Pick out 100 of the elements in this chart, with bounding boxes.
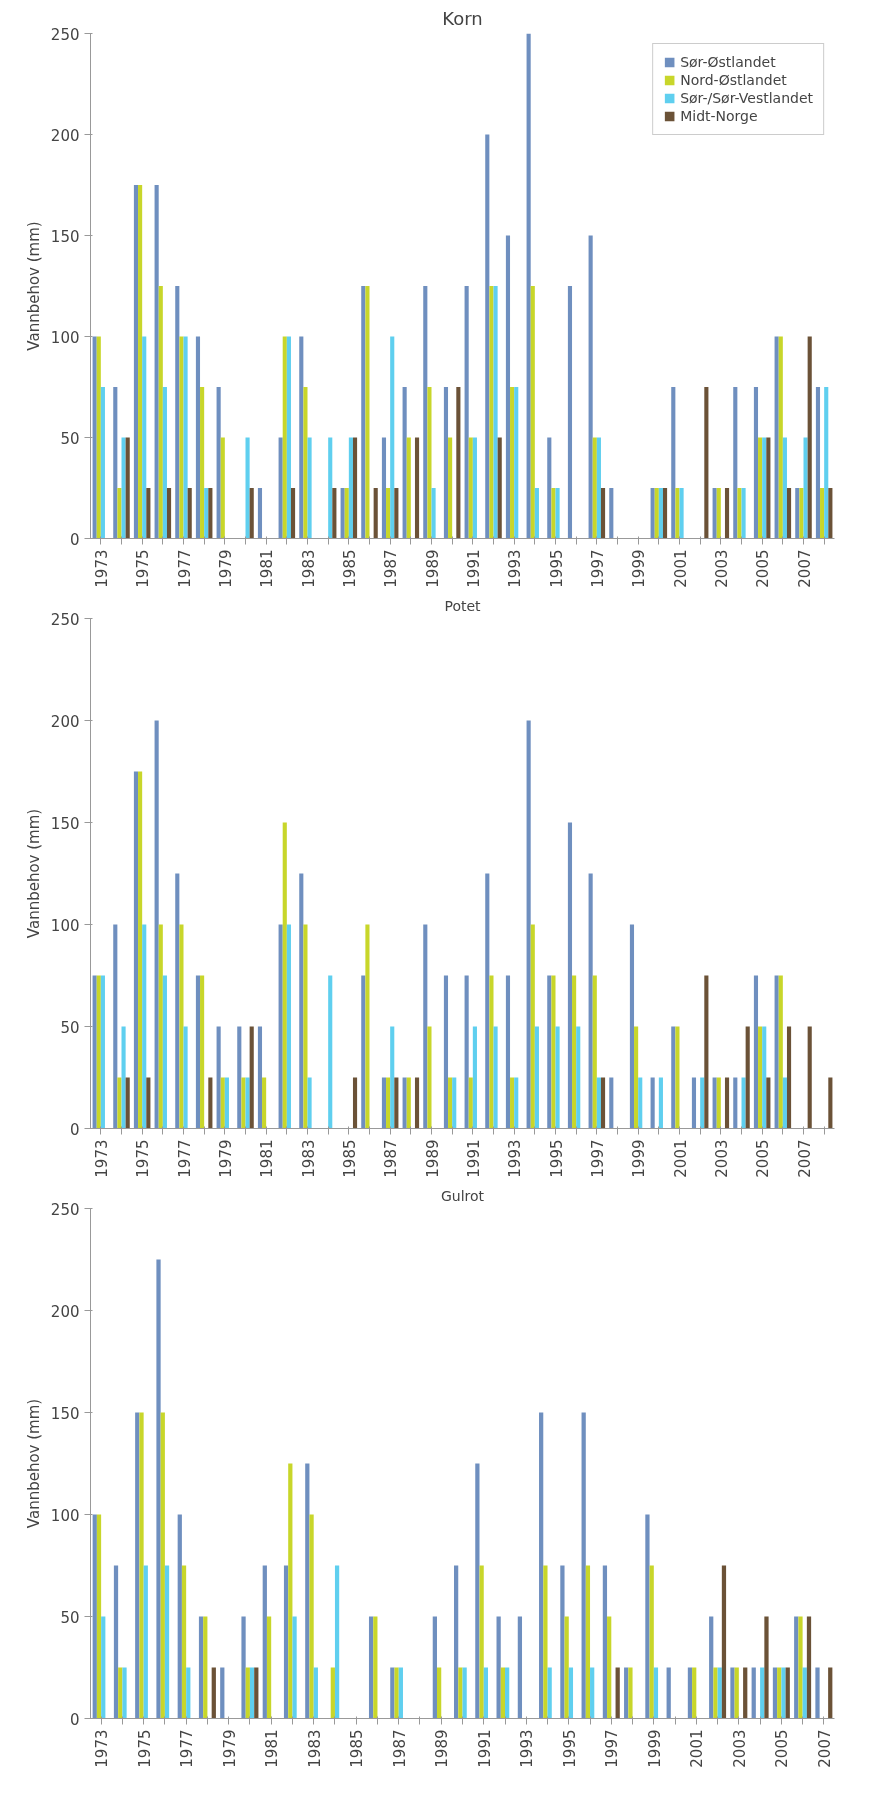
x-tick-label: 1993 (506, 1139, 525, 1178)
bar (596, 437, 601, 539)
bar (245, 1667, 250, 1719)
y-tick-label: 150 (50, 1404, 80, 1423)
bar (588, 235, 593, 539)
bar (483, 1667, 489, 1719)
bar (576, 1026, 581, 1129)
bar (368, 1616, 374, 1719)
bar (555, 1026, 560, 1129)
bar (402, 387, 407, 539)
bar (361, 286, 366, 539)
bar (786, 1026, 792, 1129)
chart-title: Korn (442, 7, 483, 29)
x-tick-label: 1999 (630, 1139, 649, 1178)
bar (489, 286, 494, 539)
y-tick-label: 0 (69, 1120, 80, 1139)
bar (113, 924, 118, 1129)
bar (675, 488, 680, 539)
bar (671, 387, 676, 539)
y-tick-label: 100 (50, 328, 80, 347)
bar (452, 1077, 457, 1129)
x-tick-label: 1981 (263, 1729, 282, 1768)
bar (510, 387, 515, 539)
bar (262, 1077, 267, 1129)
bar (330, 1667, 335, 1719)
bar (737, 488, 742, 539)
bar (649, 1565, 654, 1719)
bar (530, 924, 535, 1129)
bar (500, 1667, 506, 1719)
y-tick-label: 50 (60, 1018, 80, 1037)
x-tick-label: 2001 (688, 1729, 707, 1768)
x-tick-label: 1985 (340, 549, 359, 588)
bar (675, 1026, 680, 1129)
bar (299, 873, 304, 1129)
bar (526, 33, 531, 539)
bar (414, 1077, 420, 1129)
bar (468, 1077, 473, 1129)
bar (162, 975, 167, 1129)
bar (766, 437, 771, 539)
x-tick-label: 1995 (560, 1729, 579, 1768)
bar (712, 1077, 717, 1129)
x-tick-label: 2003 (712, 549, 731, 588)
bar (539, 1412, 544, 1719)
bar (713, 1667, 718, 1719)
bar (328, 975, 333, 1129)
bar (220, 1077, 225, 1129)
bar (288, 1463, 293, 1719)
bar (479, 1565, 484, 1719)
x-tick-label: 1991 (464, 549, 483, 588)
x-tick-label: 1987 (390, 1729, 409, 1768)
x-tick-label: 1995 (547, 1139, 566, 1178)
x-tick-label: 2007 (795, 1139, 814, 1178)
bar (427, 1026, 432, 1129)
bar (815, 1667, 820, 1719)
bar (645, 1514, 650, 1719)
x-tick-label: 1977 (175, 1139, 194, 1178)
bar (568, 1667, 574, 1719)
bar (138, 771, 143, 1129)
bar (709, 1616, 714, 1719)
bar (588, 873, 593, 1129)
bar (795, 488, 800, 539)
bar (629, 924, 635, 1129)
bar (774, 336, 779, 539)
bar (704, 975, 709, 1129)
bar (764, 1616, 769, 1719)
bar (216, 1026, 221, 1129)
bar (462, 1667, 467, 1719)
bar (753, 975, 759, 1129)
bar (782, 437, 787, 539)
bar (96, 336, 101, 539)
bar (505, 235, 511, 539)
bar (241, 1616, 246, 1719)
bar (365, 286, 370, 539)
chart-title: Potet (444, 597, 482, 614)
bar (585, 1565, 591, 1719)
bar (186, 1667, 191, 1719)
bar (398, 1667, 403, 1719)
bar (745, 1026, 750, 1129)
bar (662, 488, 668, 539)
bar (704, 387, 709, 539)
bar (313, 1667, 318, 1719)
bar (125, 437, 130, 539)
legend-label: Nord-Østlandet (680, 72, 787, 88)
bar (181, 1565, 187, 1719)
bar (741, 488, 746, 539)
bar (208, 488, 213, 539)
x-tick-label: 1993 (506, 549, 525, 588)
x-tick-label: 2005 (754, 549, 773, 588)
bar (200, 387, 205, 539)
bar (472, 1026, 477, 1129)
bar (794, 1616, 799, 1719)
bar (390, 1026, 395, 1129)
bar (497, 437, 502, 539)
bar (179, 924, 184, 1129)
bar (762, 1026, 767, 1129)
bar (187, 488, 192, 539)
bar (778, 975, 783, 1129)
bar (700, 1077, 705, 1129)
bar (778, 336, 783, 539)
bar (692, 1667, 697, 1719)
